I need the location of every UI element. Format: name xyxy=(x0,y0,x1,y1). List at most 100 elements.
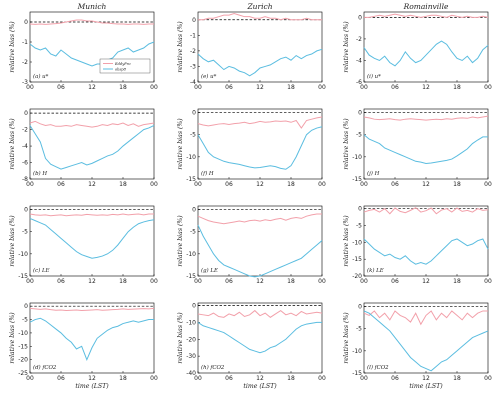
plot-frame xyxy=(363,302,489,374)
x-tick-label: 06 xyxy=(391,84,399,91)
plot-frame xyxy=(363,205,489,277)
series-obsp8-line xyxy=(29,217,155,259)
y-tick-label: 0 xyxy=(24,207,28,214)
y-tick-label: -15 xyxy=(18,273,28,280)
y-tick-label: -20 xyxy=(186,336,196,343)
series-eddypro-line xyxy=(197,116,323,129)
series-eddypro-line xyxy=(364,13,489,18)
y-tick-label: -40 xyxy=(186,370,196,377)
x-tick-label: 00 xyxy=(26,84,34,91)
series-eddypro-line xyxy=(29,307,155,311)
x-tick-label: 12 xyxy=(422,181,430,188)
x-tick-label: 00 xyxy=(150,181,158,188)
x-tick-label: 18 xyxy=(453,278,461,285)
y-tick-label: -2 xyxy=(190,48,196,55)
x-tick-label: 12 xyxy=(256,84,264,91)
panel-title: Munich xyxy=(77,2,107,11)
y-axis-label: relative bias (%) xyxy=(9,118,16,170)
x-tick-label: 12 xyxy=(422,278,430,285)
y-tick-label: 0 xyxy=(192,110,196,117)
panel-label: (d) fCO2 xyxy=(33,364,57,371)
series-eddypro-line xyxy=(197,309,323,318)
panel-label: (g) LE xyxy=(201,267,218,274)
series-eddypro-line xyxy=(363,207,489,215)
y-tick-label: -10 xyxy=(186,319,196,326)
y-tick-label: -30 xyxy=(186,353,196,360)
x-tick-label: 18 xyxy=(287,181,295,188)
x-tick-label: 06 xyxy=(225,181,233,188)
series-eddypro-line xyxy=(29,213,154,217)
series-obsp8-line xyxy=(197,321,322,354)
series-obsp8-line xyxy=(363,40,489,67)
panel-label: (k) LE xyxy=(367,267,384,274)
y-tick-label: -2 xyxy=(356,36,362,43)
y-tick-label: 0 xyxy=(192,17,196,24)
x-tick-label: 06 xyxy=(391,278,399,285)
y-axis-label: relative bias (%) xyxy=(177,118,184,170)
y-tick-label: -10 xyxy=(352,239,362,246)
x-tick-label: 12 xyxy=(256,375,264,382)
x-tick-label: 06 xyxy=(57,84,65,91)
x-tick-label: 00 xyxy=(150,375,158,382)
series-obsp8-line xyxy=(363,134,488,164)
panel-label: (b) H xyxy=(33,170,47,177)
y-axis-label: relative bias (%) xyxy=(177,215,184,267)
y-tick-label: 0 xyxy=(358,206,362,213)
panel-label: (a) u* xyxy=(33,73,49,80)
y-tick-label: -5 xyxy=(22,229,28,236)
y-axis-label: relative bias (%) xyxy=(343,118,350,170)
y-tick-label: -8 xyxy=(22,176,28,183)
y-tick-label: -2 xyxy=(22,59,28,66)
y-tick-label: -3 xyxy=(190,63,196,70)
series-eddypro-line xyxy=(29,19,154,25)
y-axis-label: relative bias (%) xyxy=(9,215,16,267)
x-tick-label: 00 xyxy=(360,181,368,188)
series-eddypro-line xyxy=(197,213,322,225)
legend-entry: EddyPro xyxy=(114,62,131,66)
x-tick-label: 00 xyxy=(194,278,202,285)
x-tick-label: 18 xyxy=(119,84,127,91)
plot-frame xyxy=(363,11,489,83)
series-obsp8-line xyxy=(29,125,155,170)
panel-label: (j) H xyxy=(367,170,380,177)
y-tick-label: -10 xyxy=(352,154,362,161)
series-obsp8-line xyxy=(197,224,323,278)
x-tick-label: 18 xyxy=(287,278,295,285)
y-tick-label: -3 xyxy=(22,79,28,86)
y-tick-label: -5 xyxy=(190,229,196,236)
x-tick-label: 18 xyxy=(119,278,127,285)
y-tick-label: 0 xyxy=(24,110,28,117)
x-tick-label: 00 xyxy=(318,84,326,91)
y-tick-label: 0 xyxy=(24,303,28,310)
y-tick-label: -6 xyxy=(356,79,362,86)
y-tick-label: -5 xyxy=(190,132,196,139)
y-axis-label: relative bias (%) xyxy=(177,312,184,364)
x-tick-label: 00 xyxy=(360,84,368,91)
y-tick-label: -1 xyxy=(22,39,28,46)
y-axis-label: relative bias (%) xyxy=(177,21,184,73)
x-tick-label: 00 xyxy=(318,375,326,382)
y-tick-label: -4 xyxy=(356,57,362,64)
x-tick-label: 06 xyxy=(391,375,399,382)
y-axis-label: relative bias (%) xyxy=(343,21,350,73)
x-axis-label: time (LST) xyxy=(409,383,443,390)
legend-entry: obsp8 xyxy=(115,67,127,71)
y-tick-label: -15 xyxy=(186,176,196,183)
y-axis-label: relative bias (%) xyxy=(9,312,16,364)
series-obsp8-line xyxy=(197,126,323,170)
x-tick-label: 00 xyxy=(360,375,368,382)
plot-frame xyxy=(197,205,323,277)
plot-frame xyxy=(29,302,155,374)
x-tick-label: 06 xyxy=(225,278,233,285)
panel-label: (e) u* xyxy=(201,73,217,80)
panel-title: Zurich xyxy=(246,2,272,11)
y-tick-label: -1 xyxy=(190,32,196,39)
y-axis-label: relative bias (%) xyxy=(343,215,350,267)
plot-frame xyxy=(197,108,323,180)
x-tick-label: 18 xyxy=(119,181,127,188)
series-eddypro-line xyxy=(363,310,488,326)
x-tick-label: 06 xyxy=(225,375,233,382)
y-tick-label: 0 xyxy=(358,110,362,117)
y-tick-label: -10 xyxy=(18,251,28,258)
x-tick-label: 00 xyxy=(318,278,326,285)
